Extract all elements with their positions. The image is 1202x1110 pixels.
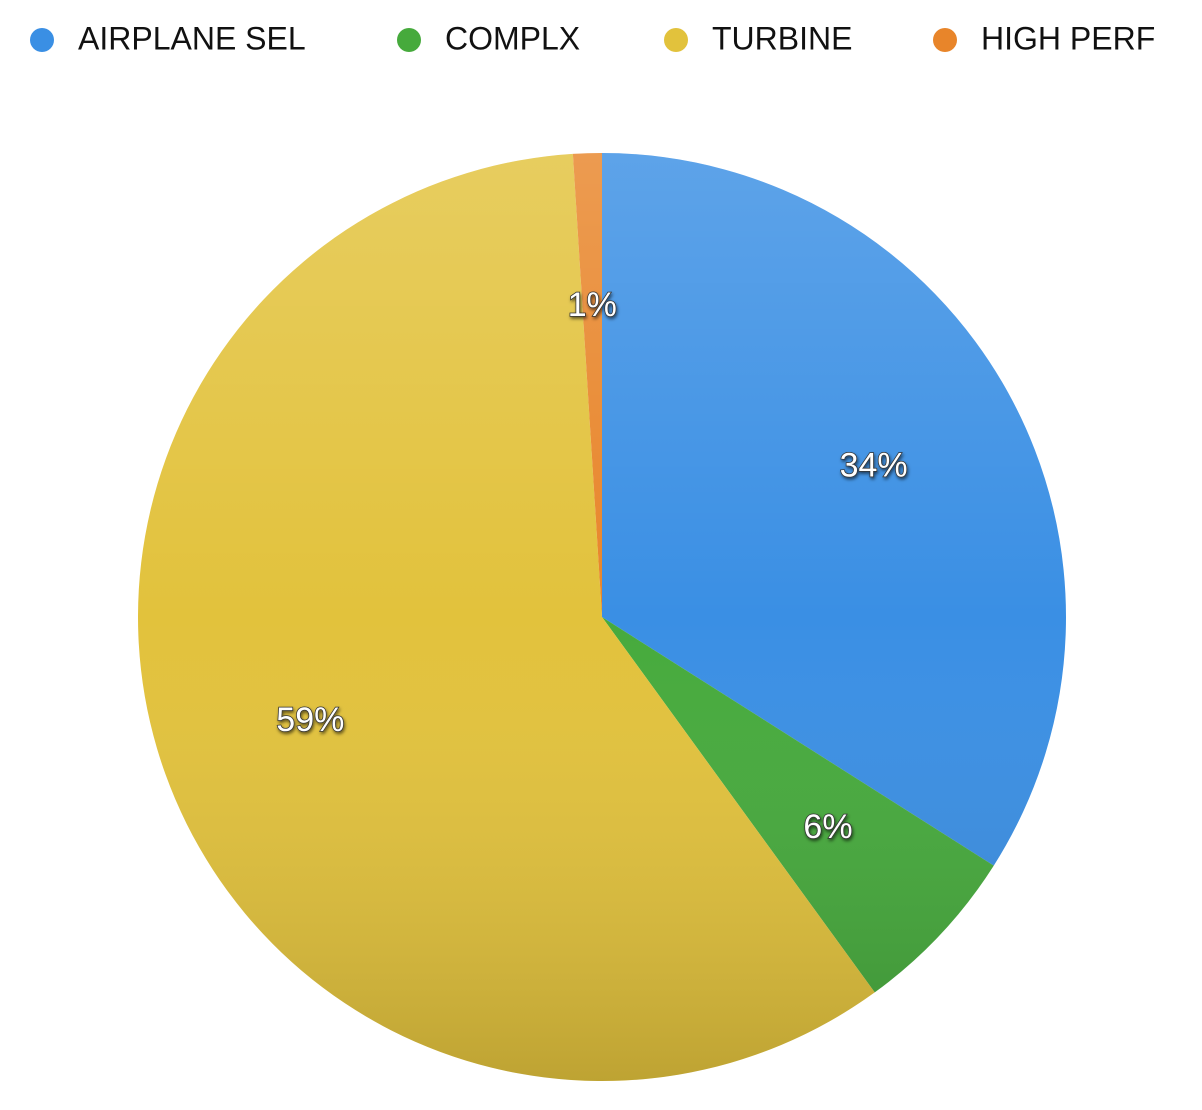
legend-marker — [933, 28, 957, 52]
legend: AIRPLANE SEL COMPLX TURBINE HIGH PERF — [30, 20, 1155, 56]
legend-label: COMPLX — [445, 20, 580, 56]
legend-label: TURBINE — [712, 20, 852, 56]
value-label: 34% — [840, 447, 908, 485]
value-label: 6% — [803, 808, 852, 846]
legend-label: AIRPLANE SEL — [78, 20, 306, 56]
legend-marker — [664, 28, 688, 52]
legend-label: HIGH PERF — [981, 20, 1155, 56]
value-label: 59% — [276, 701, 344, 739]
value-labels: 34% 6% 59% 1% — [276, 285, 909, 847]
value-label: 1% — [568, 286, 617, 324]
legend-marker — [397, 28, 421, 52]
legend-marker — [30, 28, 54, 52]
